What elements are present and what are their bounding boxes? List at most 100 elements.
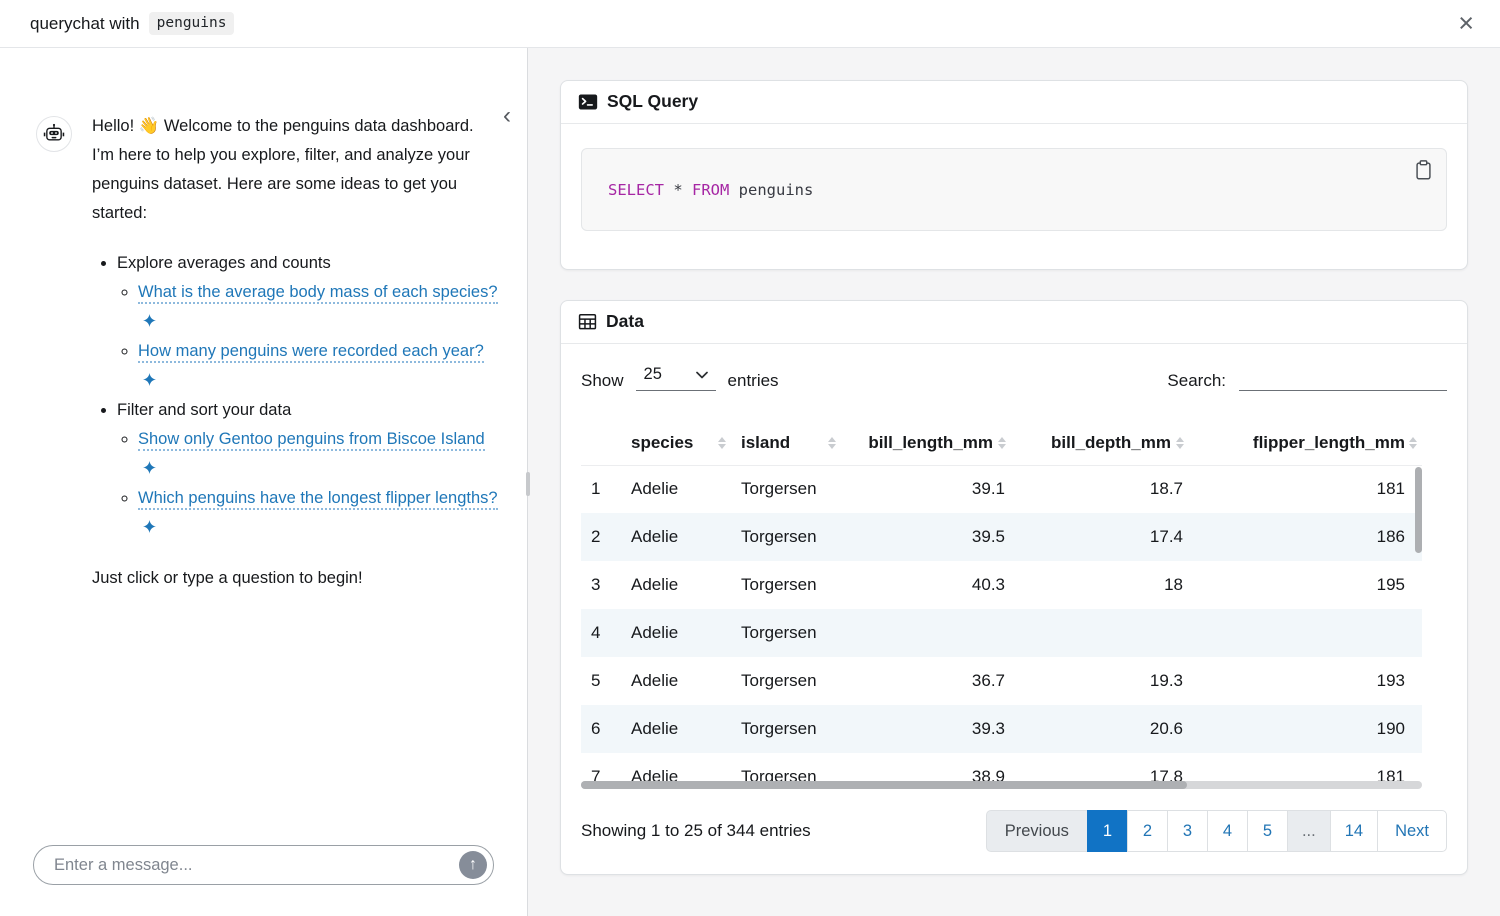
page-button-4[interactable]: 4 [1206, 810, 1248, 852]
row-index-cell: 7 [591, 767, 601, 786]
suggestion-group-label: Filter and sort your data [117, 401, 292, 419]
suggestion-list: Explore averages and counts What is the a… [117, 249, 499, 542]
page-button-5[interactable]: 5 [1246, 810, 1288, 852]
sparkle-icon [143, 314, 156, 327]
sql-keyword: SELECT [608, 181, 664, 199]
message-body: Hello! 👋 Welcome to the penguins data da… [92, 112, 499, 593]
page-button-1[interactable]: 1 [1086, 810, 1128, 852]
sql-card-title: SQL Query [607, 91, 699, 111]
sql-text: * [664, 181, 692, 199]
sql-keyword: FROM [692, 181, 730, 199]
table-cell: Torgersen [741, 527, 817, 546]
page-button-2[interactable]: 2 [1126, 810, 1168, 852]
search-input[interactable] [1239, 365, 1447, 391]
pagination: Previous 1 2 3 4 5... 14 Next [985, 810, 1447, 852]
page-button-3[interactable]: 3 [1166, 810, 1208, 852]
table-row: 3 Adelie Torgersen 40.3 18 195 [581, 561, 1422, 609]
table-row: 4 Adelie Torgersen [581, 609, 1422, 657]
sql-card-body: SELECT * FROM penguins [561, 124, 1467, 269]
column-header-flipper_length_mm[interactable]: flipper_length_mm [1189, 421, 1422, 466]
table-row: 2 Adelie Torgersen 39.5 17.4 186 [581, 513, 1422, 561]
page-button-ellipsis: ... [1286, 810, 1331, 852]
table-cell: 193 [1376, 671, 1405, 690]
search-label: Search: [1167, 371, 1226, 390]
table-viewport: species island bill_length_mm bill_depth_mm… [581, 421, 1447, 789]
copy-icon[interactable] [1414, 159, 1433, 181]
data-card: Data Show 25 entries Search: [560, 300, 1468, 875]
robot-icon [36, 116, 72, 152]
suggestion-link[interactable]: Which penguins have the longest flipper … [138, 489, 498, 536]
send-message-icon[interactable]: ↑ [459, 851, 487, 879]
sort-arrows-icon [828, 436, 837, 449]
table-cell: 18 [1164, 575, 1183, 594]
data-table: species island bill_length_mm bill_depth_mm… [581, 421, 1422, 789]
table-cell: 39.3 [971, 719, 1005, 738]
table-header-row: species island bill_length_mm bill_depth_mm… [581, 421, 1422, 466]
chat-message-input[interactable] [33, 845, 494, 885]
suggestion-item: Show only Gentoo penguins from Biscoe Is… [138, 425, 499, 483]
table-cell: 20.6 [1149, 719, 1183, 738]
panel-resize-handle[interactable] [526, 472, 530, 496]
suggestion-link-text: Which penguins have the longest flipper … [138, 489, 498, 510]
horizontal-scrollbar-thumb[interactable] [581, 781, 1187, 789]
sparkle-icon [143, 520, 156, 533]
window-title: querychat with penguins [30, 12, 235, 35]
table-cell: 190 [1376, 719, 1405, 738]
table-cell: 39.5 [971, 527, 1005, 546]
suggestion-link[interactable]: How many penguins were recorded each yea… [138, 342, 484, 389]
close-icon[interactable]: × [1454, 10, 1478, 37]
row-index-cell: 6 [591, 719, 601, 738]
sql-code-block: SELECT * FROM penguins [581, 148, 1447, 231]
table-cell: 39.1 [971, 479, 1005, 499]
column-header-bill_length_mm[interactable]: bill_length_mm [841, 421, 1011, 466]
page-button-previous[interactable]: Previous [985, 810, 1088, 852]
table-cell [1189, 609, 1422, 657]
horizontal-scrollbar[interactable] [581, 781, 1422, 789]
vertical-scrollbar-thumb[interactable] [1415, 467, 1422, 553]
closing-text: Just click or type a question to begin! [92, 569, 363, 587]
chat-sidebar: ‹ Hell [0, 48, 530, 916]
suggestion-item: What is the average body mass of each sp… [138, 278, 499, 336]
column-header-bill_depth_mm[interactable]: bill_depth_mm [1011, 421, 1189, 466]
table-cell: 19.3 [1149, 671, 1183, 690]
table-cell: 17.4 [1149, 527, 1183, 546]
collapse-sidebar-icon[interactable]: ‹ [503, 102, 511, 129]
data-card-title: Data [606, 311, 644, 331]
entries-info: Showing 1 to 25 of 344 entries [581, 821, 811, 840]
suggestion-group: Filter and sort your data Show only Gento… [117, 396, 499, 542]
column-header-species[interactable]: species [621, 421, 731, 466]
sort-arrows-icon [718, 436, 727, 449]
table-cell: 181 [1376, 479, 1405, 499]
column-header-label: flipper_length_mm [1252, 432, 1405, 452]
table-cell: Adelie [631, 719, 679, 738]
dashboard-content: SQL Query SELECT * FROM penguins [528, 48, 1500, 916]
chevron-down-icon [695, 371, 708, 378]
suggestion-link[interactable]: What is the average body mass of each sp… [138, 283, 498, 330]
page-size-select[interactable]: 25 [635, 365, 716, 391]
table-row: 1 Adelie Torgersen 39.1 18.7 181 [581, 465, 1422, 513]
terminal-icon [578, 92, 598, 112]
table-grid-icon [578, 312, 597, 331]
page-button-next[interactable]: Next [1377, 810, 1447, 852]
sparkle-icon [143, 461, 156, 474]
column-header-label: species [631, 432, 694, 452]
chat-message-area: Hello! 👋 Welcome to the penguins data da… [0, 48, 527, 845]
row-index-cell: 3 [591, 575, 601, 594]
table-row: 5 Adelie Torgersen 36.7 19.3 193 [581, 657, 1422, 705]
data-card-header: Data [561, 301, 1467, 344]
dataset-name-chip: penguins [148, 12, 235, 35]
sort-arrows-icon [1176, 436, 1185, 449]
table-cell: Adelie [631, 575, 679, 594]
suggestion-link-text: Show only Gentoo penguins from Biscoe Is… [138, 430, 485, 451]
table-cell: Torgersen [741, 719, 817, 738]
table-cell: Torgersen [741, 671, 817, 690]
table-controls: Show 25 entries Search: [581, 365, 1447, 391]
column-header-label: bill_depth_mm [1051, 432, 1171, 452]
suggestion-link[interactable]: Show only Gentoo penguins from Biscoe Is… [138, 430, 485, 477]
column-header-island[interactable]: island [731, 421, 841, 466]
column-header-label: island [741, 432, 791, 452]
table-cell: Adelie [631, 479, 679, 499]
page-button-14[interactable]: 14 [1329, 810, 1379, 852]
row-index-cell: 2 [591, 527, 601, 546]
suggestion-group: Explore averages and counts What is the a… [117, 249, 499, 395]
